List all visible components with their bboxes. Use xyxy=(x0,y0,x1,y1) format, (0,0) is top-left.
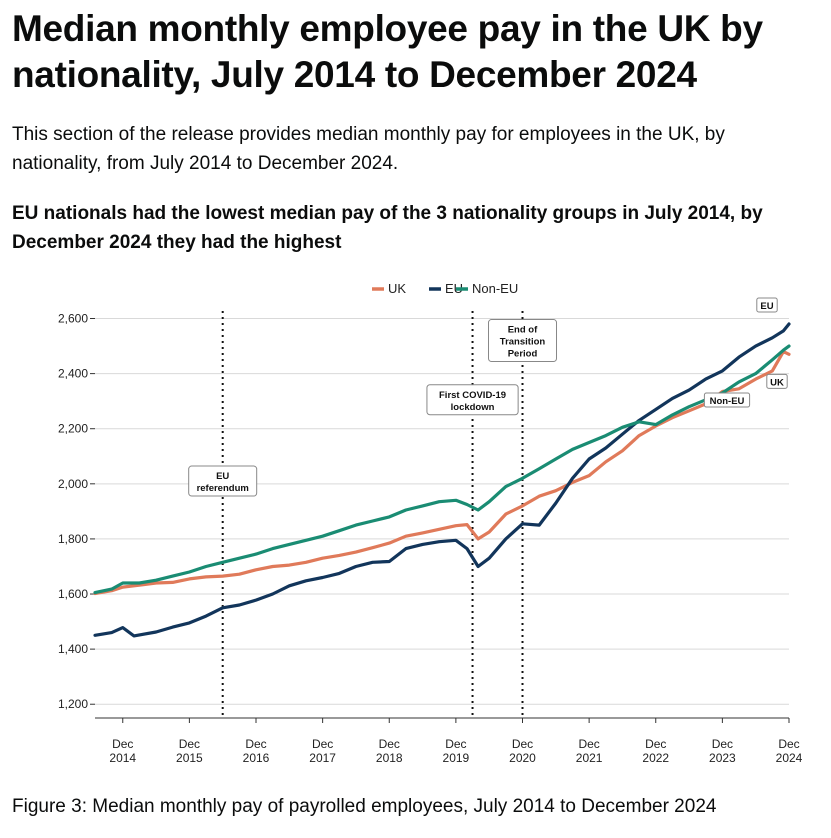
legend-label-eu: EU xyxy=(445,281,463,296)
event-label-box xyxy=(488,319,558,363)
x-tick-label: Dec xyxy=(379,737,400,751)
x-tick-label: Dec xyxy=(512,737,533,751)
x-tick-label-year: 2019 xyxy=(443,751,470,765)
x-tick-label: Dec xyxy=(778,737,799,751)
x-tick-label: Dec xyxy=(245,737,266,751)
series-line-non-eu xyxy=(93,344,791,595)
x-tick-label-year: 2015 xyxy=(176,751,203,765)
x-tick-label-year: 2017 xyxy=(309,751,336,765)
x-tick-label: Dec xyxy=(445,737,466,751)
x-tick-label: Dec xyxy=(712,737,733,751)
chart-series xyxy=(93,322,791,638)
x-tick-label-year: 2024 xyxy=(776,751,803,765)
y-axis: 1,200 1,400 1,600 1,800 2,000 2,200 2,400 2,600 xyxy=(58,312,95,711)
x-tick-label: Dec xyxy=(179,737,200,751)
x-tick-label-year: 2022 xyxy=(642,751,669,765)
event-label-text: EU xyxy=(216,471,229,482)
end-label-box xyxy=(756,297,778,313)
series-end-labels: EU UK Non-EU xyxy=(703,297,788,408)
y-tick-label: 2,600 xyxy=(58,312,88,326)
chart-gridlines xyxy=(95,318,789,705)
x-axis: Dec2014Dec2015Dec2016Dec2017Dec2018Dec20… xyxy=(95,717,803,765)
x-tick-label-year: 2021 xyxy=(576,751,603,765)
x-tick-label-year: 2014 xyxy=(109,751,136,765)
y-tick-label: 2,400 xyxy=(58,367,88,381)
chart-legend: UK EU Non-EU xyxy=(372,281,518,296)
x-tick-label: Dec xyxy=(645,737,666,751)
y-tick-label: 1,600 xyxy=(58,587,88,601)
event-label-text: referendum xyxy=(197,483,249,494)
event-label-text: lockdown xyxy=(451,402,495,413)
legend-label-uk: UK xyxy=(388,281,406,296)
end-label-box xyxy=(703,392,751,408)
legend-label-non-eu: Non-EU xyxy=(472,281,518,296)
x-tick-label-year: 2023 xyxy=(709,751,736,765)
event-label-text: End of xyxy=(508,325,538,336)
x-tick-label: Dec xyxy=(112,737,133,751)
end-label-box xyxy=(766,373,788,389)
end-label-uk: UK xyxy=(770,377,784,388)
y-tick-label: 1,800 xyxy=(58,532,88,546)
end-label-non-eu: Non-EU xyxy=(710,396,745,407)
x-tick-label-year: 2018 xyxy=(376,751,403,765)
y-tick-label: 2,200 xyxy=(58,422,88,436)
y-tick-label: 1,400 xyxy=(58,642,88,656)
y-tick-label: 1,200 xyxy=(58,697,88,711)
x-tick-label: Dec xyxy=(312,737,333,751)
event-label-box xyxy=(426,384,519,416)
event-label-text: Period xyxy=(508,349,538,360)
line-chart: UK EU Non-EU 1,200 1,400 1,600 1,800 2,000 2,20… xyxy=(58,281,803,765)
x-tick-label-year: 2020 xyxy=(509,751,536,765)
series-line-eu xyxy=(93,322,791,638)
event-label-text: First COVID-19 xyxy=(439,390,506,401)
y-tick-label: 2,000 xyxy=(58,477,88,491)
end-label-eu: EU xyxy=(760,301,773,312)
series-line-uk xyxy=(93,350,791,596)
chart-heading: EU nationals had the lowest median pay o… xyxy=(12,203,763,253)
section-intro: This section of the release provides med… xyxy=(12,124,725,174)
x-tick-label-year: 2016 xyxy=(243,751,270,765)
figure-caption: Figure 3: Median monthly pay of payrolle… xyxy=(12,796,717,817)
event-label-text: Transition xyxy=(500,337,546,348)
event-label-box xyxy=(188,465,258,497)
page-title: Median monthly employee pay in the UK by… xyxy=(12,8,763,95)
x-tick-label: Dec xyxy=(578,737,599,751)
